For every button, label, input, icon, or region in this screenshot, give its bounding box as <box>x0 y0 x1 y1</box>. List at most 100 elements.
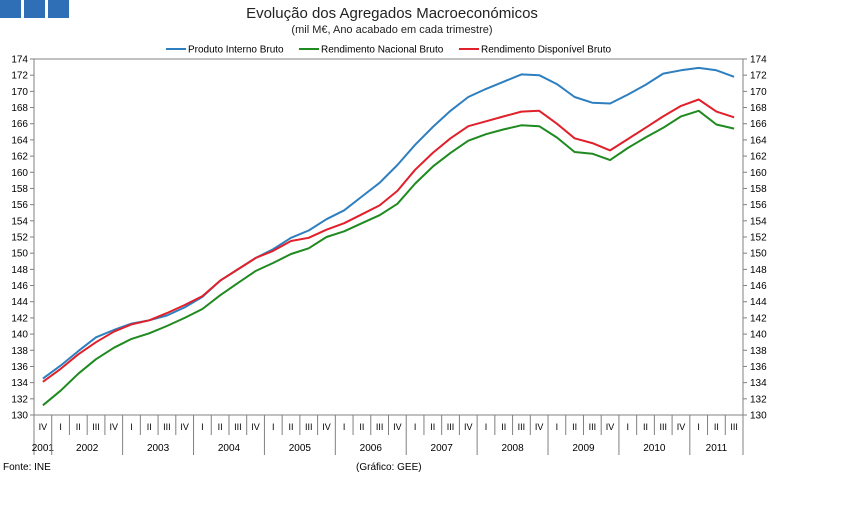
x-quarter-label: IV <box>39 422 48 432</box>
x-quarter-label: I <box>697 422 700 432</box>
x-quarter-label: II <box>147 422 152 432</box>
x-quarter-label: II <box>218 422 223 432</box>
axes: 130 130 132 132 134 134 136 136 138 138 140 140 142 1… <box>11 55 767 455</box>
y-tick-label-left: 158 <box>11 184 28 195</box>
logo-block <box>48 0 69 18</box>
y-tick-label-right: 168 <box>750 103 767 114</box>
x-quarter-label: II <box>501 422 506 432</box>
y-tick-label-left: 168 <box>11 103 28 114</box>
y-tick-label-left: 156 <box>11 200 28 211</box>
x-quarter-label: III <box>518 422 526 432</box>
chart-subtitle: (mil M€, Ano acabado em cada trimestre) <box>291 24 492 36</box>
y-tick-label-left: 164 <box>11 135 28 146</box>
plot-area <box>42 66 735 407</box>
chart-title: Evolução dos Agregados Macroeconómicos <box>246 5 538 22</box>
logo-block <box>0 0 21 18</box>
series-line <box>42 98 735 383</box>
legend: Produto Interno Bruto Rendimento Nacional… <box>166 45 612 56</box>
series-line <box>42 109 735 407</box>
x-quarter-label: IV <box>464 422 473 432</box>
x-quarter-label: I <box>485 422 488 432</box>
y-tick-label-left: 138 <box>11 346 28 357</box>
series-line <box>42 66 735 380</box>
y-tick-label-right: 134 <box>750 378 767 389</box>
x-year-label: 2011 <box>706 443 728 454</box>
x-year-label: 2007 <box>431 443 454 454</box>
y-tick-label-right: 132 <box>750 394 767 405</box>
x-quarter-label: III <box>92 422 100 432</box>
x-quarter-label: I <box>130 422 133 432</box>
y-tick-label-left: 146 <box>11 281 28 292</box>
x-year-label: 2008 <box>501 443 524 454</box>
y-tick-label-left: 172 <box>11 71 28 82</box>
y-tick-label-right: 148 <box>750 265 767 276</box>
y-tick-label-right: 164 <box>750 135 767 146</box>
x-quarter-label: II <box>714 422 719 432</box>
x-quarter-label: II <box>430 422 435 432</box>
x-quarter-label: IV <box>606 422 615 432</box>
y-tick-label-left: 130 <box>11 411 28 422</box>
y-tick-label-left: 170 <box>11 87 28 98</box>
y-tick-label-right: 154 <box>750 216 767 227</box>
y-tick-label-right: 130 <box>750 411 767 422</box>
y-tick-label-right: 142 <box>750 313 767 324</box>
x-quarter-label: I <box>343 422 346 432</box>
y-tick-label-left: 166 <box>11 119 28 130</box>
y-tick-label-left: 144 <box>11 297 28 308</box>
legend-label: Rendimento Disponível Bruto <box>481 45 612 56</box>
x-year-label: 2001 <box>32 443 55 454</box>
x-quarter-label: IV <box>251 422 260 432</box>
x-year-label: 2006 <box>360 443 383 454</box>
x-quarter-label: III <box>163 422 171 432</box>
x-year-label: 2003 <box>147 443 170 454</box>
y-tick-label-right: 170 <box>750 87 767 98</box>
x-quarter-label: III <box>447 422 455 432</box>
x-quarter-label: III <box>376 422 384 432</box>
x-quarter-label: III <box>305 422 313 432</box>
x-year-label: 2005 <box>289 443 312 454</box>
x-quarter-label: III <box>589 422 597 432</box>
y-tick-label-left: 174 <box>11 55 28 66</box>
y-tick-label-right: 158 <box>750 184 767 195</box>
y-tick-label-right: 146 <box>750 281 767 292</box>
x-quarter-label: III <box>234 422 242 432</box>
y-tick-label-left: 142 <box>11 313 28 324</box>
y-tick-label-left: 148 <box>11 265 28 276</box>
x-quarter-label: II <box>643 422 648 432</box>
y-tick-label-left: 134 <box>11 378 28 389</box>
y-tick-label-right: 138 <box>750 346 767 357</box>
logo-block <box>24 0 45 18</box>
y-tick-label-left: 150 <box>11 249 28 260</box>
y-tick-label-right: 144 <box>750 297 767 308</box>
y-tick-label-left: 160 <box>11 168 28 179</box>
x-quarter-label: II <box>289 422 294 432</box>
x-quarter-label: II <box>359 422 364 432</box>
x-year-label: 2010 <box>643 443 666 454</box>
x-quarter-label: III <box>730 422 738 432</box>
y-tick-label-right: 174 <box>750 55 767 66</box>
y-tick-label-left: 132 <box>11 394 28 405</box>
x-quarter-label: IV <box>535 422 544 432</box>
y-tick-label-left: 136 <box>11 362 28 373</box>
x-quarter-label: II <box>76 422 81 432</box>
y-tick-label-left: 152 <box>11 233 28 244</box>
x-quarter-label: IV <box>180 422 189 432</box>
x-quarter-label: IV <box>393 422 402 432</box>
y-tick-label-right: 172 <box>750 71 767 82</box>
y-tick-label-right: 162 <box>750 152 767 163</box>
x-quarter-label: I <box>627 422 630 432</box>
x-quarter-label: I <box>59 422 62 432</box>
x-quarter-label: I <box>556 422 559 432</box>
y-tick-label-left: 140 <box>11 330 28 341</box>
y-tick-label-right: 160 <box>750 168 767 179</box>
x-quarter-label: IV <box>677 422 686 432</box>
x-quarter-label: IV <box>322 422 331 432</box>
legend-label: Rendimento Nacional Bruto <box>321 45 444 56</box>
legend-label: Produto Interno Bruto <box>188 45 284 56</box>
x-quarter-label: I <box>272 422 275 432</box>
y-tick-label-right: 140 <box>750 330 767 341</box>
y-tick-label-right: 150 <box>750 249 767 260</box>
plot-frame <box>33 58 744 416</box>
source-note: Fonte: INE <box>3 462 51 473</box>
